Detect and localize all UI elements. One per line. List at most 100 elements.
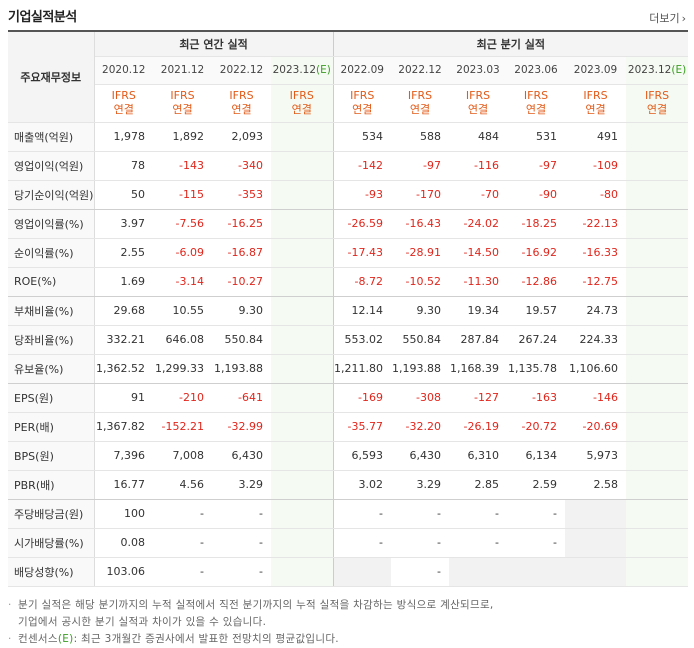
bullet-icon: · [8,633,12,645]
consolidated-label: 연결 [467,103,489,116]
quarter-value: 3.29 [391,470,450,500]
annual-value: 10.55 [153,296,212,326]
quarter-value: 1,135.78 [507,354,566,384]
quarter-value: 19.34 [449,296,508,326]
quarter-value: 24.73 [565,296,627,326]
quarter-value [626,470,689,500]
annual-value: -210 [153,383,212,413]
ifrs-badge: IFRS 연결 [626,84,689,123]
annual-value: 332.21 [94,325,153,355]
annual-value [271,499,334,529]
quarter-value: -163 [507,383,566,413]
period-label: 2023.12 [627,64,672,76]
annual-value [271,557,334,587]
annual-value: -340 [212,151,271,181]
annual-value [271,412,334,442]
table-row: 순이익률(%) 2.55 -6.09 -16.87 -17.43 -28.91 -14.50… [8,238,689,268]
table-row: 당좌비율(%) 332.21 646.08 550.84 553.02 550.84 287… [8,325,689,355]
row-label: 시가배당률(%) [8,528,95,558]
period-label: 2023.12 [272,64,317,76]
quarter-value: - [391,499,450,529]
quarter-value: -116 [449,151,508,181]
table-row: BPS(원) 7,396 7,008 6,430 6,593 6,430 6,310 6,13… [8,441,689,471]
ifrs-badge: IFRS 연결 [333,84,392,123]
table-row: PBR(배) 16.77 4.56 3.29 3.02 3.29 2.85 2.59 2.58 [8,470,689,500]
table-row: 시가배당률(%) 0.08- - - - - - [8,528,689,558]
quarter-value: 534 [333,122,392,152]
ifrs-label: IFRS [111,89,136,102]
annual-value: 78 [94,151,153,181]
row-label: 순이익률(%) [8,238,95,268]
quarter-value: -18.25 [507,209,566,239]
section-title: 기업실적분석 [8,10,77,25]
annual-value [271,209,334,239]
annual-value: -6.09 [153,238,212,268]
financial-table: 주요재무정보 최근 연간 실적 최근 분기 실적 2020.12 2021.12 2… [8,32,689,587]
annual-value: 103.06 [94,557,153,587]
quarter-value: - [333,528,392,558]
annual-value: 1,978 [94,122,153,152]
consolidated-label: 연결 [172,103,193,116]
quarter-value [449,557,508,587]
annual-value: -16.87 [212,238,271,268]
quarter-value: - [449,528,508,558]
annual-value [271,180,334,210]
period-label: 2023.06 [514,64,558,76]
annual-value [271,238,334,268]
consolidated-label: 연결 [525,103,547,116]
annual-value: 1.69 [94,267,153,297]
ifrs-label: IFRS [170,89,195,102]
period-header: 2022.09 [333,56,392,85]
row-label: 유보율(%) [8,354,95,384]
note-line-3-suffix: : 최근 3개월간 증권사에서 발표한 전망치의 평균값입니다. [73,633,339,645]
annual-value: 646.08 [153,325,212,355]
annual-value [271,441,334,471]
annual-value: 100 [94,499,153,529]
quarter-value: -146 [565,383,627,413]
quarter-value [626,499,689,529]
table-row: EPS(원) 91 -210 -641 -169 -308 -127 -163 -146 [8,383,689,413]
quarter-value: -11.30 [449,267,508,297]
quarter-value: -24.02 [449,209,508,239]
quarter-value: 1,106.60 [565,354,627,384]
quarter-value: -90 [507,180,566,210]
annual-value: 91 [94,383,153,413]
quarter-value: 12.14 [333,296,392,326]
period-label: 2020.12 [102,64,146,76]
quarter-value: 1,193.88 [391,354,450,384]
table-row: 주당배당금(원) 100- - - - - - [8,499,689,529]
period-label: 2022.12 [398,64,442,76]
quarter-value: - [391,528,450,558]
quarter-value: 1,168.39 [449,354,508,384]
quarter-value: 224.33 [565,325,627,355]
period-header: 2023.12(E) [626,56,689,85]
quarter-value [626,296,689,326]
annual-value: 1,892 [153,122,212,152]
top-divider [8,30,688,32]
table-row: ROE(%) 1.69 -3.14 -10.27 -8.72 -10.52 -11.30 -1… [8,267,689,297]
quarter-value [626,180,689,210]
table-row: 유보율(%) 1,362.52 1,299.33 1,193.88 1,211.80 1,… [8,354,689,384]
annual-value: -3.14 [153,267,212,297]
quarter-value [333,557,392,587]
ifrs-badge: IFRS 연결 [94,84,153,123]
consolidated-label: 연결 [352,103,373,116]
period-label: 2023.03 [456,64,500,76]
table-row: 영업이익(억원) 78 -143 -340 -142 -97 -116 -97 -109 [8,151,689,181]
period-header: 2023.06 [507,56,566,85]
more-link[interactable]: 더보기 › [649,10,686,26]
period-header: 2023.12(E) [271,56,334,85]
quarter-value: -109 [565,151,627,181]
table-row: 부채비율(%) 29.68 10.55 9.30 12.14 9.30 19.34 19.57… [8,296,689,326]
annual-value: -641 [212,383,271,413]
quarter-value: -170 [391,180,450,210]
ifrs-label: IFRS [350,89,375,102]
annual-value [271,470,334,500]
period-label: 2021.12 [160,64,205,76]
annual-value: -115 [153,180,212,210]
chevron-right-icon: › [681,12,686,25]
table-row: 영업이익률(%) 3.97 -7.56 -16.25 -26.59 -16.43 -24.0… [8,209,689,239]
quarter-value: 6,134 [507,441,566,471]
ifrs-badge: IFRS 연결 [565,84,627,123]
quarter-value: -28.91 [391,238,450,268]
